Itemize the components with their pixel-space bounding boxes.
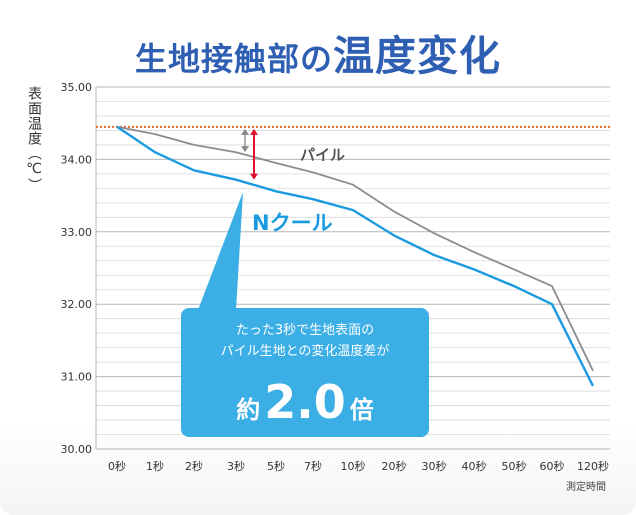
x-tick-label: 10秒 [341,459,366,473]
chart-title-part1: 生地接触部の [134,40,333,78]
x-tick-label: 50秒 [502,459,527,473]
y-tick-label: 32.00 [61,298,93,311]
ncool-series-line [116,125,595,387]
series-labels: パイル Nクール [252,146,345,235]
ncool-difference-arrow [250,128,258,180]
x-tick-label: 120秒 [577,459,609,473]
y-tick-label: 35.00 [61,81,93,94]
x-tick-label: 5秒 [267,459,285,473]
x-tick-label: 7秒 [304,459,322,473]
chart-title-part2: 温度変化 [333,32,501,80]
x-tick-label: 3秒 [227,459,245,473]
y-tick-label: 31.00 [61,371,93,384]
x-tick-labels: 0秒 1秒 2秒 3秒 5秒 7秒 10秒 20秒 30秒 40秒 50秒 60秒 120秒 [108,459,609,473]
pile-series-line [116,125,594,372]
callout-value: 2.0 [264,375,346,429]
x-tick-label: 30秒 [422,459,447,473]
callout-suffix: 倍 [350,396,374,424]
x-tick-label: 60秒 [540,459,565,473]
y-tick-label: 34.00 [61,153,93,166]
callout-line1: たった3秒で生地表面の [236,323,374,338]
chart-title: 生地接触部の温度変化 [0,22,636,82]
callout-line2: パイル生地との変化温度差が [221,343,390,359]
y-tick-label: 30.00 [61,443,93,456]
callout-value-line: 約2.0 倍 [236,375,374,429]
y-tick-labels: 35.00 34.00 33.00 32.00 31.00 30.00 [61,81,93,456]
pile-series-label: パイル [300,146,345,164]
x-tick-label: 40秒 [462,459,487,473]
callout-prefix: 約 [236,396,260,424]
ncool-series-label: Nクール [252,211,333,235]
x-axis-label: 測定時間 [566,482,606,493]
callout-box [181,308,429,437]
x-tick-label: 0秒 [108,459,126,473]
callout-pointer [198,192,243,310]
x-tick-label: 20秒 [382,459,407,473]
y-tick-label: 33.00 [61,226,93,239]
x-tick-label: 2秒 [185,459,203,473]
data-series [116,125,595,387]
y-axis-label: 表面温度（℃） [26,86,42,193]
difference-arrows [241,128,258,180]
pile-difference-arrow [241,128,249,153]
x-tick-label: 1秒 [146,459,164,473]
